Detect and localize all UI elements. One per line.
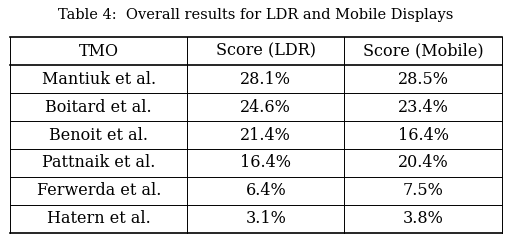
Text: 21.4%: 21.4%	[241, 126, 291, 144]
Text: Boitard et al.: Boitard et al.	[46, 99, 152, 115]
Text: Table 4:  Overall results for LDR and Mobile Displays: Table 4: Overall results for LDR and Mob…	[58, 8, 454, 22]
Text: Score (LDR): Score (LDR)	[216, 43, 316, 60]
Text: 3.8%: 3.8%	[402, 210, 443, 227]
Text: Score (Mobile): Score (Mobile)	[363, 43, 483, 60]
Text: 3.1%: 3.1%	[245, 210, 286, 227]
Text: 16.4%: 16.4%	[398, 126, 449, 144]
Text: 7.5%: 7.5%	[402, 182, 443, 199]
Text: 28.5%: 28.5%	[398, 71, 449, 88]
Text: Hatern et al.: Hatern et al.	[47, 210, 151, 227]
Text: Mantiuk et al.: Mantiuk et al.	[41, 71, 156, 88]
Text: 24.6%: 24.6%	[241, 99, 291, 115]
Text: 23.4%: 23.4%	[398, 99, 449, 115]
Text: 16.4%: 16.4%	[240, 155, 291, 171]
Text: 6.4%: 6.4%	[245, 182, 286, 199]
Text: 20.4%: 20.4%	[398, 155, 449, 171]
Text: Pattnaik et al.: Pattnaik et al.	[42, 155, 156, 171]
Text: 28.1%: 28.1%	[240, 71, 291, 88]
Text: Benoit et al.: Benoit et al.	[49, 126, 148, 144]
Text: TMO: TMO	[79, 43, 119, 60]
Text: Ferwerda et al.: Ferwerda et al.	[36, 182, 161, 199]
